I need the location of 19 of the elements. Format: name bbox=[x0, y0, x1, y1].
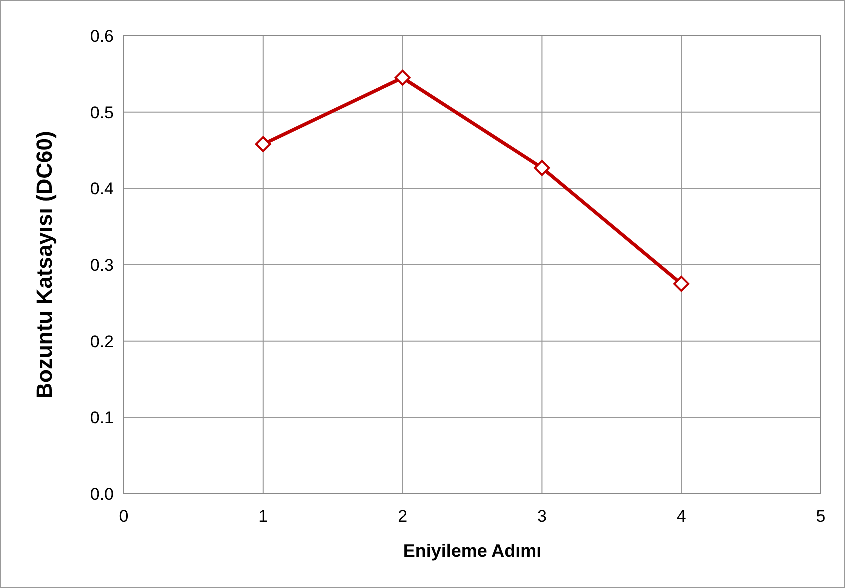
y-tick-label: 0.2 bbox=[90, 332, 114, 352]
y-tick-label: 0.4 bbox=[90, 180, 114, 199]
point bbox=[534, 160, 550, 176]
x-tick-label: 2 bbox=[398, 507, 408, 526]
x-tick-label: 0 bbox=[119, 507, 129, 526]
point bbox=[394, 70, 411, 86]
x-axis-title: Eniyileme Adımı bbox=[403, 541, 542, 561]
y-tick-label: 0.0 bbox=[90, 484, 114, 504]
x-tick-label: 3 bbox=[537, 507, 547, 526]
point bbox=[674, 276, 690, 292]
y-tick-label: 0.1 bbox=[90, 408, 114, 428]
x-tick-label: 1 bbox=[258, 507, 268, 526]
y-tick-label: 0.6 bbox=[90, 26, 114, 46]
x-tick-label: 5 bbox=[816, 507, 826, 526]
y-tick-label: 0.5 bbox=[90, 103, 114, 122]
y-axis-title: Bozuntu Katsayısı (DC60) bbox=[32, 131, 57, 399]
x-tick-label: 4 bbox=[676, 507, 686, 526]
point bbox=[255, 136, 272, 152]
y-tick-label: 0.3 bbox=[90, 256, 114, 275]
